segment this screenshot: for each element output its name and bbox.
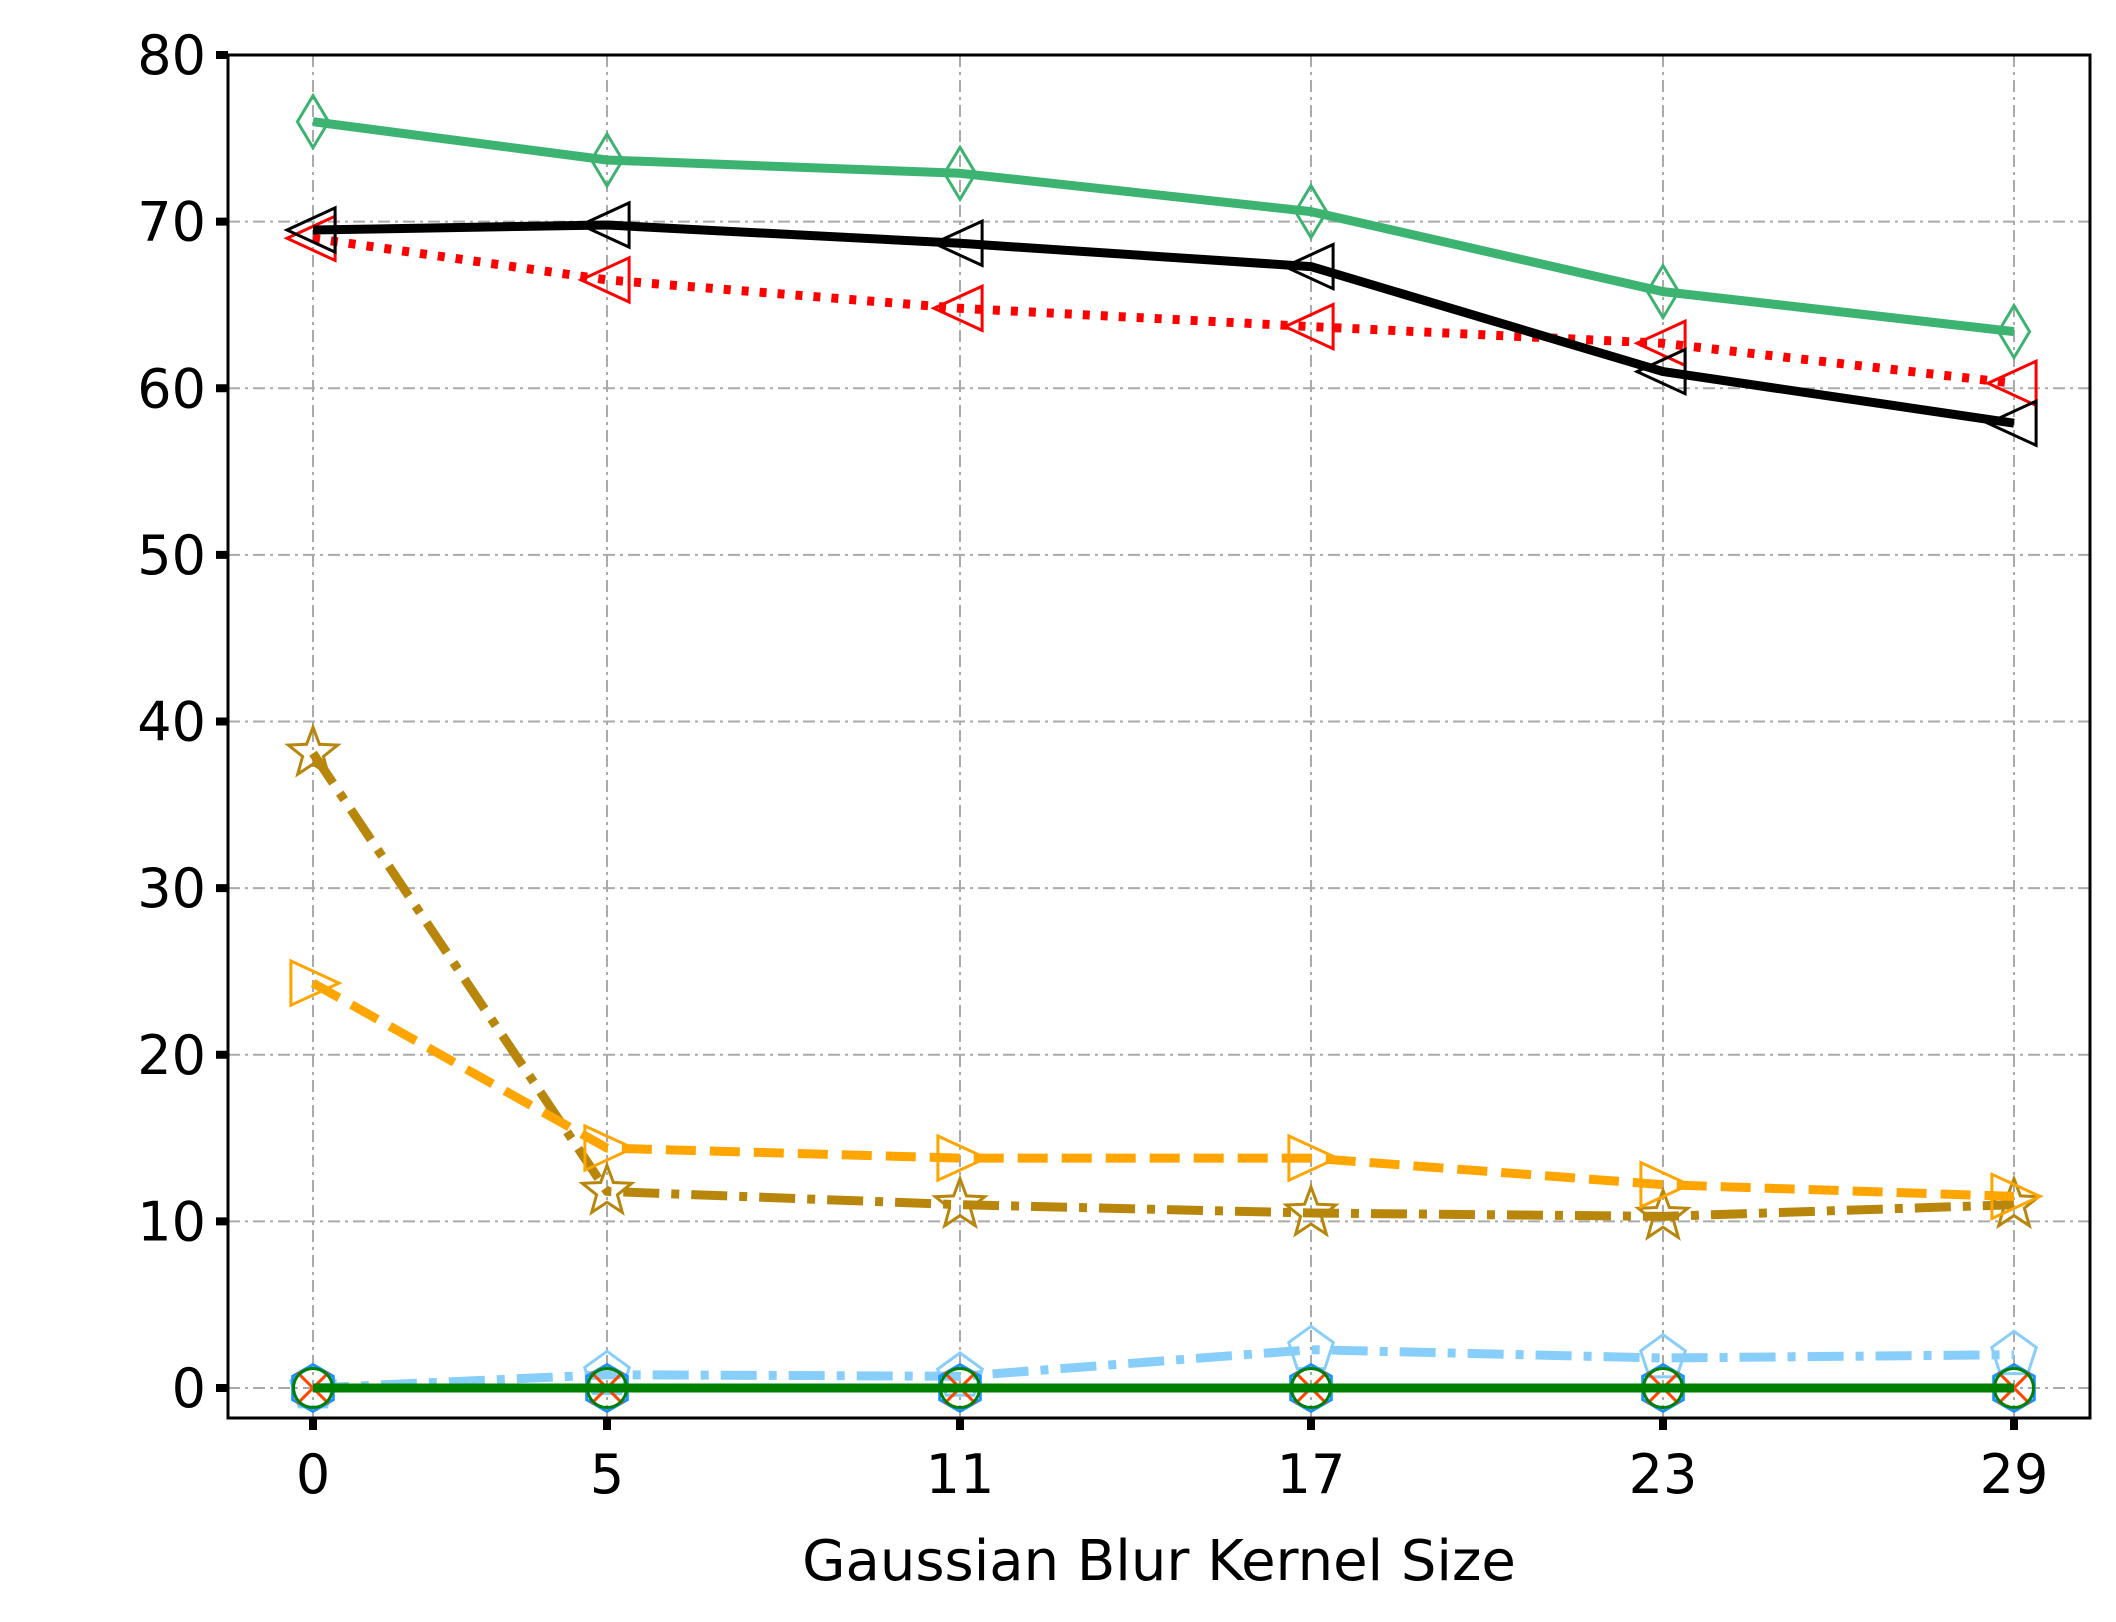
y-tick-label: 40 bbox=[137, 691, 206, 754]
y-tick-label: 30 bbox=[137, 857, 206, 920]
x-tick-label: 11 bbox=[926, 1443, 995, 1506]
y-tick-label: 70 bbox=[137, 191, 206, 254]
y-axis: 0 10 20 30 40 50 60 70 80 bbox=[137, 24, 228, 1420]
data-point bbox=[295, 92, 331, 151]
data-point bbox=[1989, 1329, 2039, 1376]
series bbox=[292, 1367, 2035, 1409]
data-point bbox=[942, 144, 978, 203]
data-point bbox=[292, 1367, 334, 1409]
series bbox=[283, 200, 2038, 448]
data-point bbox=[935, 1351, 985, 1397]
y-tick-label: 60 bbox=[137, 357, 206, 420]
x-tick-label: 5 bbox=[590, 1443, 624, 1506]
data-point bbox=[582, 1349, 632, 1396]
data-point bbox=[1293, 182, 1329, 241]
data-point bbox=[1289, 1362, 1333, 1414]
x-tick-label: 0 bbox=[296, 1443, 330, 1506]
y-tick-label: 50 bbox=[137, 524, 206, 587]
data-point bbox=[1984, 398, 2038, 448]
series-line bbox=[312, 1345, 2015, 1393]
data-point bbox=[284, 722, 342, 778]
x-tick-label: 29 bbox=[1980, 1443, 2049, 1506]
data-point bbox=[1638, 1332, 1688, 1379]
data-point bbox=[1992, 1362, 2036, 1414]
data-point bbox=[578, 1161, 636, 1216]
plot-frame bbox=[226, 53, 2092, 1420]
series bbox=[288, 1324, 2039, 1409]
data-point bbox=[939, 1367, 981, 1409]
data-point bbox=[1645, 262, 1681, 321]
series-line bbox=[312, 220, 2015, 428]
data-point bbox=[1990, 1171, 2044, 1221]
series bbox=[295, 92, 2032, 361]
data-point bbox=[583, 1123, 637, 1173]
data-point bbox=[283, 205, 337, 255]
series-line bbox=[312, 117, 2015, 337]
data-point bbox=[1633, 347, 1687, 397]
data-point bbox=[1290, 1367, 1332, 1409]
data-point bbox=[1639, 1160, 1693, 1210]
data-point bbox=[1287, 1133, 1341, 1183]
data-point bbox=[1984, 358, 2038, 408]
y-tick-label: 10 bbox=[137, 1190, 206, 1253]
x-axis: 0 5 11 17 23 29 bbox=[296, 1418, 2049, 1506]
series bbox=[283, 213, 2038, 408]
data-point bbox=[930, 218, 984, 268]
x-tick-label: 17 bbox=[1277, 1443, 1346, 1506]
x-tick-label: 23 bbox=[1629, 1443, 1698, 1506]
data-point bbox=[1641, 1362, 1685, 1414]
data-point bbox=[585, 1362, 629, 1414]
data-point bbox=[577, 255, 631, 305]
data-point bbox=[1993, 1367, 2035, 1409]
data-point bbox=[1281, 302, 1335, 352]
series bbox=[289, 958, 2044, 1221]
data-point bbox=[931, 1174, 989, 1230]
data-point bbox=[936, 1133, 990, 1183]
data-point bbox=[930, 283, 984, 333]
data-point bbox=[1996, 302, 2032, 361]
data-point bbox=[291, 1362, 335, 1414]
data-point bbox=[577, 200, 631, 250]
data-point bbox=[1634, 1186, 1692, 1241]
data-point bbox=[1642, 1367, 1684, 1409]
data-point bbox=[586, 1367, 628, 1409]
y-tick-label: 0 bbox=[172, 1357, 206, 1420]
data-point bbox=[589, 131, 625, 189]
data-point bbox=[1281, 242, 1335, 292]
y-tick-label: 20 bbox=[137, 1024, 206, 1087]
y-tick-label: 80 bbox=[137, 24, 206, 87]
data-point bbox=[289, 958, 343, 1008]
data-point bbox=[938, 1362, 982, 1414]
x-axis-title: Gaussian Blur Kernel Size bbox=[802, 1529, 1516, 1594]
data-point bbox=[1633, 318, 1687, 368]
series-layer bbox=[283, 92, 2044, 1414]
data-point bbox=[1282, 1182, 1340, 1238]
series-line bbox=[310, 979, 2015, 1201]
